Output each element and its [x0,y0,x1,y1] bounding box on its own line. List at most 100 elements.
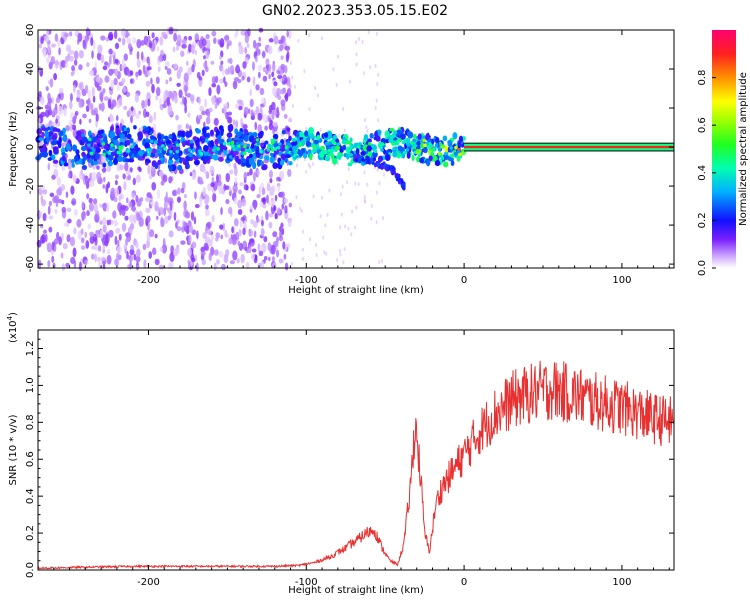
signal-cell [406,130,412,137]
noise-cell [121,207,126,217]
noise-cell [128,200,133,208]
noise-cell [173,32,178,42]
noise-cell [102,224,107,233]
noise-cell [93,198,98,205]
noise-cell [108,31,114,41]
signal-core-cell [212,148,216,152]
signal-cell [291,145,298,151]
noise-cell [143,259,147,269]
noise-cell [208,239,213,247]
noise-cell [249,238,255,244]
signal-cell [97,130,102,136]
signal-cell [427,142,433,149]
noise-cell [95,113,99,122]
noise-cell [249,88,253,97]
signal-cell [384,130,390,138]
noise-cell [215,232,221,239]
signal-cell [256,146,260,153]
noise-cell [219,55,222,60]
noise-cell [67,160,72,170]
signal-core-cell [240,142,244,146]
noise-cell [129,70,134,76]
branch-cell [372,157,377,162]
noise-cell [280,63,286,70]
noise-cell [172,46,176,53]
noise-cell [81,201,85,210]
noise-cell [328,188,331,193]
signal-cell [74,155,79,163]
signal-core-cell [353,143,358,147]
x-tick-label: -100 [295,275,318,286]
noise-cell [78,98,82,109]
noise-cell [115,252,119,262]
y-tick-label: 60 [25,24,36,37]
noise-cell [246,76,251,83]
noise-cell [261,97,265,103]
noise-cell [374,64,377,69]
noise-cell [146,92,151,102]
noise-cell [219,78,224,84]
signal-core-cell [276,145,281,150]
noise-cell [375,190,378,195]
noise-cell [135,71,139,78]
signal-core-cell [437,151,442,156]
noise-cell [280,222,284,229]
noise-cell [254,121,258,131]
noise-cell [181,181,186,190]
noise-cell [233,162,237,169]
signal-cell [107,160,114,167]
noise-cell [291,75,294,80]
noise-cell [221,67,225,76]
noise-cell [344,224,347,229]
noise-cell [355,52,358,57]
noise-cell [263,114,268,124]
noise-cell [339,225,342,230]
noise-cell [64,32,69,38]
noise-cell [208,107,213,113]
signal-core-cell [235,141,240,145]
signal-cell [75,160,80,165]
signal-cell [360,161,365,166]
signal-cell [201,137,205,144]
x-tick-label: 100 [612,577,631,588]
noise-cell [355,205,358,210]
noise-cell [200,250,206,256]
signal-cell [151,160,157,167]
signal-cell [47,131,54,137]
noise-cell [69,92,73,102]
noise-cell [146,238,150,249]
noise-cell [142,64,146,75]
noise-cell [86,62,90,68]
noise-cell [326,212,329,217]
noise-cell [118,96,122,106]
signal-cell [296,131,300,138]
signal-core-cell [246,143,251,148]
noise-cell [272,231,278,238]
signal-cell [97,135,104,139]
signal-cell [298,142,302,147]
noise-cell [251,248,257,253]
noise-cell [61,165,66,171]
noise-cell [271,86,277,97]
noise-cell [103,176,106,183]
noise-cell [269,178,273,184]
signal-cell [177,130,183,137]
noise-cell [376,81,379,86]
signal-cell [316,134,321,141]
noise-cell [60,252,64,259]
noise-cell [256,218,260,223]
noise-cell [168,26,174,35]
noise-cell [307,162,310,167]
signal-cell [315,144,320,150]
signal-cell [279,160,285,166]
noise-cell [105,37,110,42]
noise-cell [262,203,267,209]
noise-cell [65,262,70,268]
noise-cell [321,36,324,41]
signal-core-cell [156,149,161,154]
noise-cell [323,250,326,255]
signal-core-cell [357,145,361,149]
noise-cell [210,182,215,188]
signal-cell [47,157,53,162]
noise-cell [178,89,183,99]
